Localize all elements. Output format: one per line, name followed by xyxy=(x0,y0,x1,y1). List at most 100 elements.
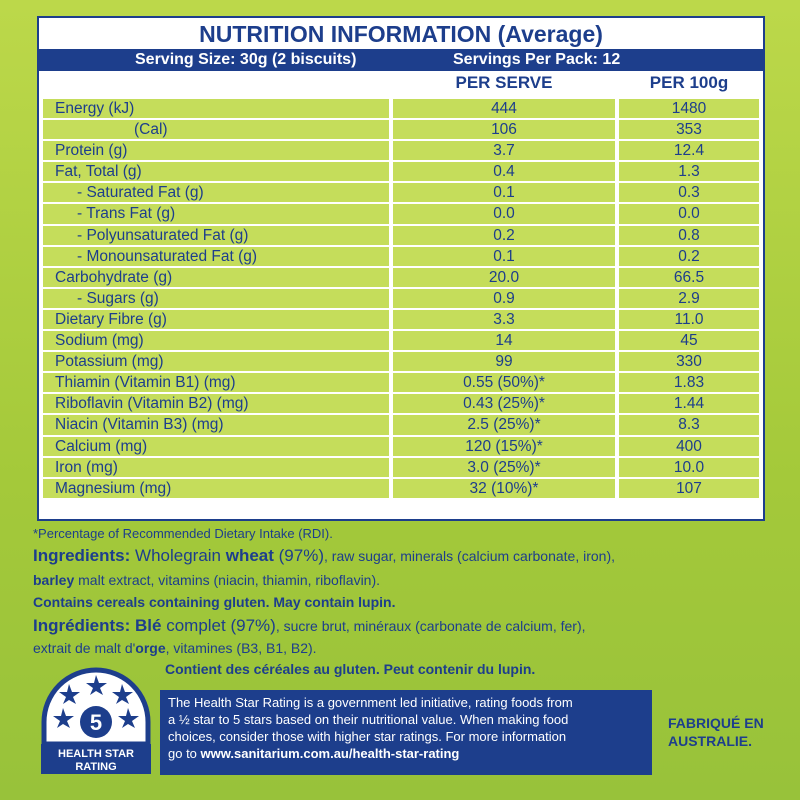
per-serve-value: 0.55 (50%)* xyxy=(463,374,545,392)
nutrition-row: Magnesium (mg) 32 (10%)* 107 xyxy=(39,478,763,499)
per-serve-value: 120 (15%)* xyxy=(465,437,543,455)
nutrition-row: (Cal) 106 353 xyxy=(39,119,763,140)
nutrient-label: - Polyunsaturated Fat (g) xyxy=(77,226,249,244)
health-star-rating-logo: 5 HEALTH STAR RATING xyxy=(41,667,151,774)
nutrition-panel: NUTRITION INFORMATION (Average) Serving … xyxy=(37,16,765,521)
nutrition-row: Iron (mg) 3.0 (25%)* 10.0 xyxy=(39,457,763,478)
nutrient-label: Niacin (Vitamin B3) (mg) xyxy=(55,416,224,434)
serving-size: Serving Size: 30g (2 biscuits) xyxy=(135,51,357,68)
serving-bar: Serving Size: 30g (2 biscuits) Servings … xyxy=(39,49,763,71)
star-icon xyxy=(59,684,80,704)
rdi-note: *Percentage of Recommended Dietary Intak… xyxy=(33,526,333,541)
per-serve-value: 0.1 xyxy=(493,184,515,202)
nutrition-row: - Trans Fat (g) 0.0 0.0 xyxy=(39,203,763,224)
nutrition-row: Sodium (mg) 14 45 xyxy=(39,330,763,351)
per-100g-value: 1.3 xyxy=(678,163,700,181)
nutrition-row: Niacin (Vitamin B3) (mg) 2.5 (25%)* 8.3 xyxy=(39,414,763,435)
per-100g-value: 12.4 xyxy=(673,142,705,160)
nutrition-row: - Sugars (g) 0.9 2.9 xyxy=(39,288,763,309)
nutrient-label: Iron (mg) xyxy=(55,458,118,476)
nutrient-label: Fat, Total (g) xyxy=(55,163,142,181)
nutrient-label: - Monounsaturated Fat (g) xyxy=(77,247,258,265)
nutrition-row: - Monounsaturated Fat (g) 0.1 0.2 xyxy=(39,246,763,267)
nutrient-label: Calcium (mg) xyxy=(55,437,148,455)
ingredients-fr-heading: Ingrédients: xyxy=(33,616,131,635)
per-100g-value: 66.5 xyxy=(673,268,705,286)
nutrition-title: NUTRITION INFORMATION (Average) xyxy=(199,21,603,47)
nutrition-row: - Saturated Fat (g) 0.1 0.3 xyxy=(39,182,763,203)
nutrition-row: Potassium (mg) 99 330 xyxy=(39,351,763,372)
per-serve-value: 99 xyxy=(495,353,513,371)
ingredients-fr-line1: Ingrédients: Blé complet (97%), sucre br… xyxy=(33,616,586,635)
per-serve-value: 0.2 xyxy=(493,226,515,244)
per-100g-value: 0.3 xyxy=(678,184,700,202)
svg-text:HEALTH STAR: HEALTH STAR xyxy=(58,748,134,760)
per-serve-value: 20.0 xyxy=(488,268,520,286)
allergen-statement-en: Contains cereals containing gluten. May … xyxy=(33,594,396,610)
nutrient-label: (Cal) xyxy=(134,121,168,139)
nutrient-label: Riboflavin (Vitamin B2) (mg) xyxy=(55,395,249,413)
per-100g-value: 107 xyxy=(676,479,702,497)
per-serve-value: 3.7 xyxy=(493,142,515,160)
allergen-ble: Blé xyxy=(130,616,162,635)
per-100g-value: 0.8 xyxy=(678,226,700,244)
star-icons xyxy=(53,675,139,728)
nutrient-label: - Saturated Fat (g) xyxy=(77,184,204,202)
per-100g-value: 1480 xyxy=(671,100,707,117)
ingredients-en-line1: Ingredients: Wholegrain wheat (97%), raw… xyxy=(33,546,615,565)
nutrient-label: - Sugars (g) xyxy=(77,289,159,307)
nutrition-row: Riboflavin (Vitamin B2) (mg) 0.43 (25%)* 1… xyxy=(39,393,763,414)
ingredients-en-line2: barley malt extract, vitamins (niacin, t… xyxy=(33,572,381,588)
per-100g-value: 353 xyxy=(676,121,702,139)
col-header-per-100g: PER 100g xyxy=(649,73,729,92)
per-serve-value: 0.43 (25%)* xyxy=(463,395,545,413)
allergen-orge: orge xyxy=(135,640,166,656)
per-serve-value: 0.1 xyxy=(493,247,515,265)
nutrition-row: Carbohydrate (g) 20.0 66.5 xyxy=(39,267,763,288)
nutrient-label: Energy (kJ) xyxy=(55,100,135,117)
per-serve-value: 0.0 xyxy=(493,205,515,223)
nutrition-row: - Polyunsaturated Fat (g) 0.2 0.8 xyxy=(39,225,763,246)
nutrient-label: Protein (g) xyxy=(55,142,128,160)
per-100g-value: 8.3 xyxy=(678,416,700,434)
per-100g-value: 45 xyxy=(680,332,698,350)
nutrition-row: Calcium (mg) 120 (15%)* 400 xyxy=(39,436,763,457)
per-100g-value: 330 xyxy=(676,353,702,371)
nutrition-row: Protein (g) 3.7 12.4 xyxy=(39,140,763,161)
health-star-info: The Health Star Rating is a government l… xyxy=(160,690,652,775)
per-serve-value: 0.9 xyxy=(493,289,515,307)
star-icon xyxy=(118,708,139,728)
allergen-wheat: wheat xyxy=(225,546,274,565)
nutrient-label: Sodium (mg) xyxy=(55,332,144,350)
allergen-statement-fr: Contient des céréales au gluten. Peut co… xyxy=(165,661,536,677)
per-serve-value: 106 xyxy=(491,121,517,139)
nutrient-label: Dietary Fibre (g) xyxy=(55,310,167,328)
star-icon xyxy=(86,675,107,695)
nutrition-row: Fat, Total (g) 0.4 1.3 xyxy=(39,161,763,182)
per-serve-value: 32 (10%)* xyxy=(469,479,539,497)
nutrient-label: Carbohydrate (g) xyxy=(55,268,173,286)
made-in-australia: FABRIQUÉ EN AUSTRALIE. xyxy=(668,715,764,749)
per-100g-value: 0.0 xyxy=(678,205,700,223)
star-icon xyxy=(112,684,133,704)
per-100g-value: 10.0 xyxy=(673,458,705,476)
per-100g-value: 11.0 xyxy=(674,310,704,328)
ingredients-heading: Ingredients: xyxy=(33,546,131,565)
nutrient-label: Potassium (mg) xyxy=(55,353,164,371)
nutrition-rows: Energy (kJ) 444 1480 (Cal) 106 353 Protein (g)… xyxy=(39,98,763,499)
per-serve-value: 0.4 xyxy=(493,163,515,181)
servings-per-pack: Servings Per Pack: 12 xyxy=(453,51,621,68)
nutrient-label: Thiamin (Vitamin B1) (mg) xyxy=(55,374,236,392)
per-serve-value: 444 xyxy=(491,100,517,117)
per-100g-value: 1.83 xyxy=(673,374,705,392)
nutrition-row: Thiamin (Vitamin B1) (mg) 0.55 (50%)* 1.83 xyxy=(39,372,763,393)
allergen-barley: barley xyxy=(33,572,75,588)
per-serve-value: 2.5 (25%)* xyxy=(467,416,541,434)
star-icon xyxy=(53,708,74,728)
nutrient-label: Magnesium (mg) xyxy=(55,479,172,497)
ingredients-fr-line2: extrait de malt d'orge, vitamines (B3, B… xyxy=(33,640,317,656)
nutrition-row: Energy (kJ) 444 1480 xyxy=(39,98,763,119)
health-star-link[interactable]: www.sanitarium.com.au/health-star-rating xyxy=(200,746,460,761)
svg-text:RATING: RATING xyxy=(75,761,116,773)
